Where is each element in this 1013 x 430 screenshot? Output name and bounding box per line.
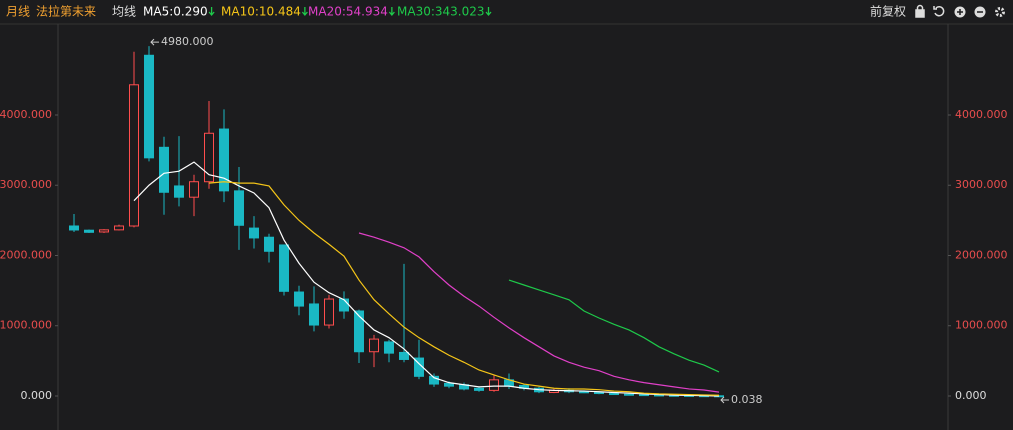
undo-icon[interactable] [933,5,945,17]
y-tick-label-right: 3000.000 [955,178,1008,191]
legend-entry: MA5:0.290 [143,5,208,19]
lock-icon[interactable] [915,9,925,18]
candle-body [159,146,169,193]
period[interactable]: 月线 [6,5,30,19]
y-tick-label-left: 3000.000 [0,178,52,191]
y-tick-label-left: 4000.000 [0,108,52,121]
candle-body [489,379,499,391]
candle-body [474,387,484,391]
candle-body [144,54,154,159]
candle-body [324,298,334,326]
candle-body [189,181,199,198]
stock-name: 法拉第未来 [36,4,96,19]
max-label: 4980.000 [161,35,214,48]
candle-body [219,128,229,192]
candle-body [429,375,439,385]
candle-body [264,236,274,252]
candle-body [624,393,634,396]
y-tick-label-right: 1000.000 [955,319,1008,332]
candle-body [84,229,94,233]
ma-title[interactable]: 均线 [112,5,136,19]
max-arrow [150,38,159,46]
candle-body [399,351,409,360]
candle-body [609,393,619,396]
candle-body [294,291,304,307]
min-label: 0.038 [731,393,763,406]
candle-body [249,227,259,239]
candle-body [579,391,589,394]
candle-body [174,185,184,198]
candle-body [354,310,364,353]
legend-arrow [208,7,215,17]
y-tick-label-left: 2000.000 [0,248,52,261]
candle-body [129,84,139,227]
candle-body [339,298,349,312]
toolbar-icons [915,4,1005,18]
candle-body [279,244,289,292]
legend-entry: MA30:343.023 [397,5,485,19]
candle-body [114,225,124,231]
settings-icon[interactable] [995,7,1005,17]
legend-arrow [301,7,308,17]
ma-line [508,279,720,373]
legend-arrow [485,7,492,17]
candle-body [234,190,244,226]
y-tick-label-right: 0.000 [955,389,987,402]
candle-body [99,229,109,233]
lock-shackle [916,4,924,10]
zoom-in-plus [957,9,963,15]
y-tick-label-left: 0.000 [21,389,53,402]
adjust[interactable]: 前复权 [870,4,906,19]
candle-body [639,394,649,397]
candle-body [369,338,379,353]
min-arrow [720,396,729,404]
legend-arrow [388,7,395,17]
legend-entry: MA10:10.484 [221,5,301,19]
candle-body [204,132,214,183]
legend-entry: MA20:54.934 [308,5,388,19]
candle-body [309,303,319,326]
candle-body [444,382,454,387]
ma-line [358,232,720,393]
candle-body [69,225,79,231]
candle-body [384,341,394,354]
ma-line [208,181,720,396]
y-tick-label-right: 2000.000 [955,248,1008,261]
y-tick-label-right: 4000.000 [955,108,1008,121]
y-tick-label-left: 1000.000 [0,319,52,332]
